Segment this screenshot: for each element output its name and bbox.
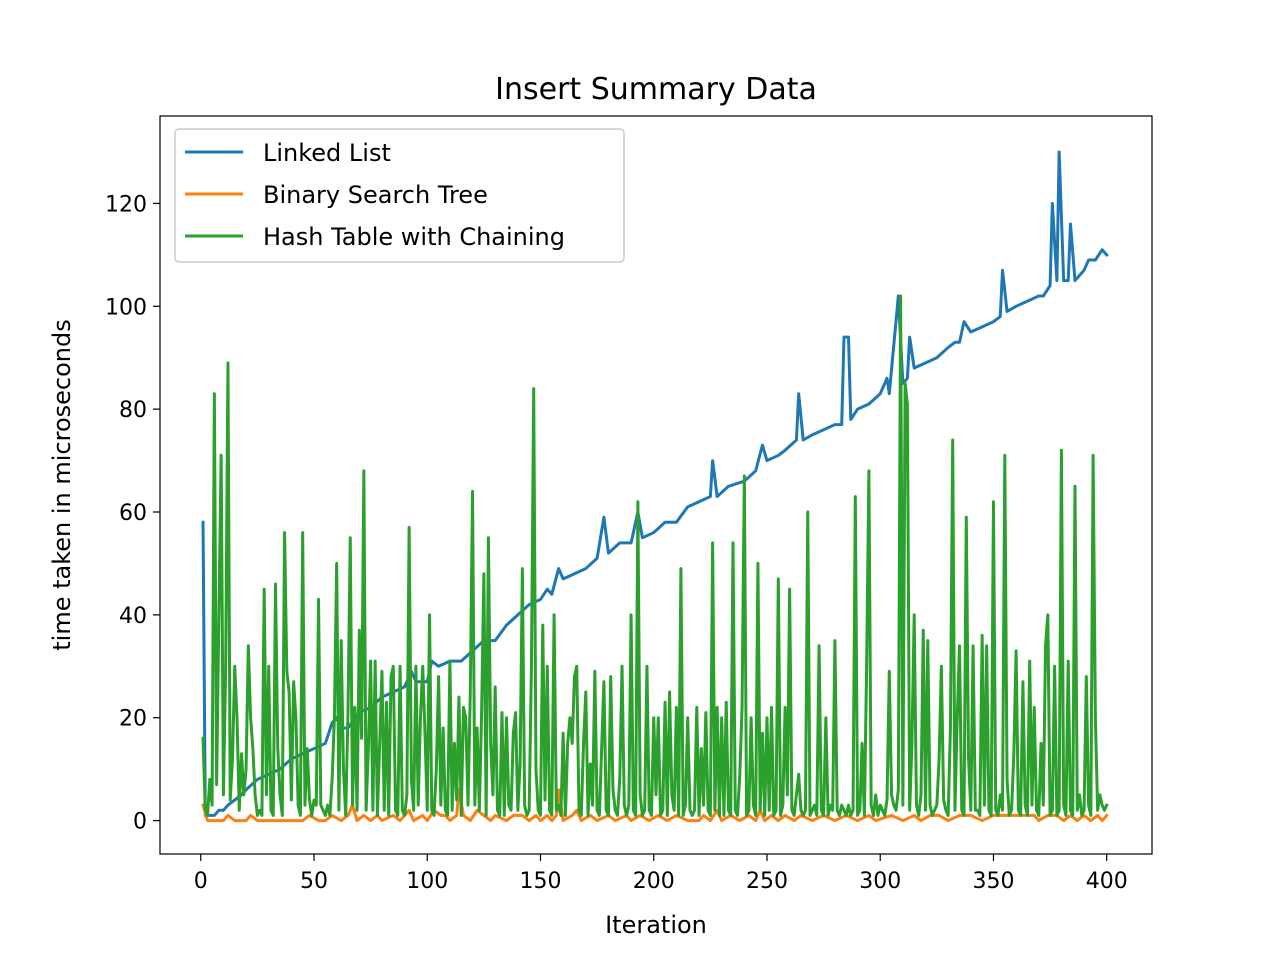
series-line-hash-table-with-chaining	[201, 294, 1109, 817]
x-tick-label: 350	[972, 869, 1014, 894]
legend: Linked List Binary Search Tree Hash Tabl…	[174, 128, 625, 263]
series-layer	[201, 150, 1109, 823]
y-axis-label: time taken in microseconds	[48, 319, 76, 651]
x-tick-label: 250	[746, 869, 788, 894]
x-tick-label: 0	[194, 869, 208, 894]
plot-area-frame	[159, 115, 1153, 855]
y-tick-label: 80	[119, 398, 147, 423]
y-tick-label: 60	[119, 501, 147, 526]
legend-box	[174, 128, 625, 263]
y-tick-label: 100	[105, 295, 147, 320]
chart-title: Insert Summary Data	[495, 72, 817, 107]
legend-label-binary-search-tree: Binary Search Tree	[263, 181, 488, 209]
legend-label-hash-table-with-chaining: Hash Table with Chaining	[263, 223, 565, 251]
x-axis: 0 50 100 150 200 250 300 350 400	[194, 854, 1128, 894]
x-tick-label: 200	[633, 869, 675, 894]
y-tick-label: 20	[119, 707, 147, 732]
y-tick-label: 0	[133, 810, 147, 835]
y-tick-label: 40	[119, 604, 147, 629]
x-tick-label: 100	[406, 869, 448, 894]
x-tick-label: 400	[1086, 869, 1128, 894]
series-line-binary-search-tree	[201, 788, 1109, 823]
y-tick-label: 120	[105, 192, 147, 217]
x-tick-label: 150	[519, 869, 561, 894]
x-axis-label: Iteration	[605, 911, 707, 939]
y-axis: 0 20 40 60 80 100 120	[105, 192, 160, 835]
legend-label-linked-list: Linked List	[263, 139, 391, 167]
x-tick-label: 50	[300, 869, 328, 894]
x-tick-label: 300	[859, 869, 901, 894]
